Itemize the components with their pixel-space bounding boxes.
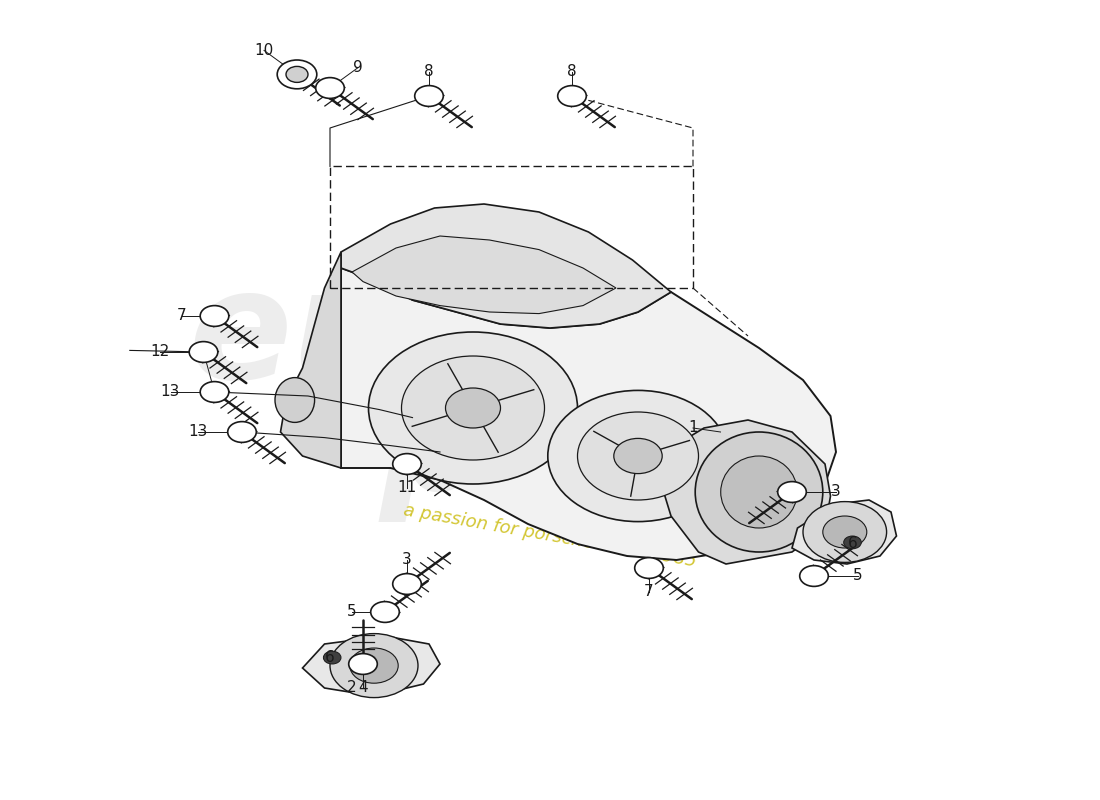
Text: 5: 5 [854,569,862,583]
Circle shape [286,66,308,82]
Circle shape [393,454,421,474]
Circle shape [316,78,344,98]
Polygon shape [280,252,341,468]
Circle shape [558,86,586,106]
Text: parts: parts [379,374,830,522]
Circle shape [330,634,418,698]
Circle shape [393,574,421,594]
Text: 10: 10 [254,43,274,58]
Text: 13: 13 [188,425,208,439]
Circle shape [277,60,317,89]
Polygon shape [341,268,836,560]
Circle shape [200,306,229,326]
Text: 6: 6 [848,537,857,551]
Text: 9: 9 [353,61,362,75]
Polygon shape [660,420,830,564]
Ellipse shape [695,432,823,552]
Circle shape [371,602,399,622]
Polygon shape [302,636,440,696]
Circle shape [635,558,663,578]
Circle shape [803,502,887,562]
Circle shape [446,388,501,428]
Text: 7: 7 [177,309,186,323]
Circle shape [844,536,861,549]
Polygon shape [792,500,896,564]
Text: 3: 3 [832,485,840,499]
Circle shape [349,654,377,674]
Circle shape [614,438,662,474]
Text: 2: 2 [348,681,356,695]
Circle shape [323,651,341,664]
Circle shape [415,86,443,106]
Text: 5: 5 [348,605,356,619]
Circle shape [350,648,398,683]
Text: 12: 12 [150,345,169,359]
Polygon shape [352,236,616,314]
Ellipse shape [720,456,798,528]
Text: a passion for porsche since 1985: a passion for porsche since 1985 [403,502,697,570]
Circle shape [189,342,218,362]
Text: 4: 4 [359,681,367,695]
Polygon shape [341,204,671,328]
Text: 13: 13 [161,385,180,399]
Circle shape [800,566,828,586]
Circle shape [368,332,578,484]
Text: 8: 8 [568,65,576,79]
Circle shape [778,482,806,502]
Text: 8: 8 [425,65,433,79]
Circle shape [402,356,544,460]
Text: 7: 7 [645,585,653,599]
Text: 11: 11 [397,481,417,495]
Circle shape [548,390,728,522]
Text: 3: 3 [403,553,411,567]
Circle shape [228,422,256,442]
Text: 6: 6 [326,650,334,665]
Text: euro: euro [188,262,582,410]
Circle shape [578,412,698,500]
Text: 1: 1 [689,421,697,435]
Ellipse shape [275,378,315,422]
Circle shape [200,382,229,402]
Circle shape [823,516,867,548]
